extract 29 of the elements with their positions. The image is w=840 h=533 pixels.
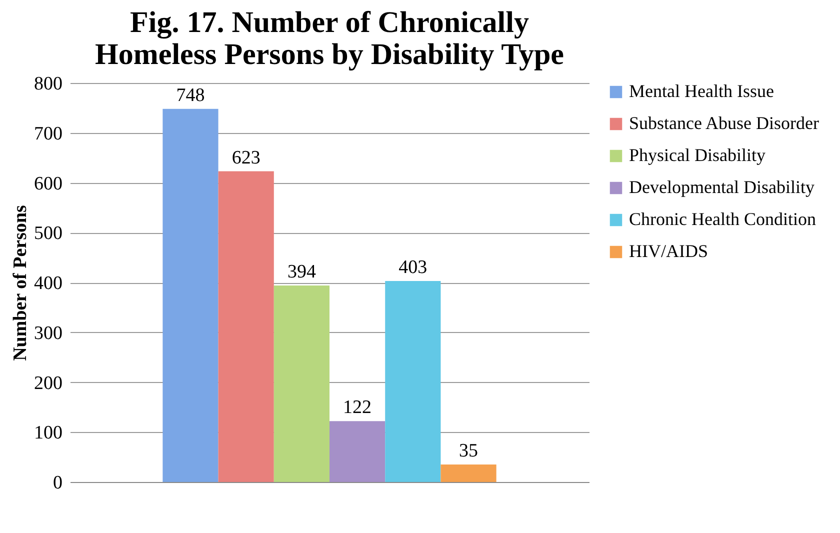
y-tick-label: 200 bbox=[34, 372, 62, 394]
data-label: 394 bbox=[287, 261, 316, 282]
legend-label: Developmental Disability bbox=[629, 177, 814, 197]
data-label: 35 bbox=[459, 440, 478, 462]
y-tick-label: 0 bbox=[53, 472, 62, 494]
bar bbox=[274, 285, 330, 482]
y-tick-label: 800 bbox=[34, 74, 62, 94]
data-label: 748 bbox=[176, 84, 205, 106]
y-tick-label: 500 bbox=[34, 223, 62, 244]
y-tick-label: 400 bbox=[34, 273, 62, 294]
bar bbox=[385, 281, 441, 482]
y-tick-label: 700 bbox=[34, 123, 62, 144]
data-label: 623 bbox=[232, 147, 260, 168]
bar bbox=[330, 421, 386, 482]
legend-label: Mental Health Issue bbox=[629, 81, 774, 101]
data-label: 403 bbox=[398, 257, 428, 278]
legend-label: Physical Disability bbox=[629, 145, 766, 165]
legend-label: Substance Abuse Disorder bbox=[629, 113, 819, 133]
data-label: 122 bbox=[343, 397, 372, 418]
bar bbox=[162, 108, 218, 482]
legend-label: Chronic Health Condition bbox=[629, 209, 816, 229]
bar bbox=[218, 171, 274, 482]
y-tick-label: 600 bbox=[34, 173, 62, 194]
bar bbox=[440, 464, 496, 482]
y-tick-label: 100 bbox=[34, 422, 62, 444]
legend-label: HIV/AIDS bbox=[629, 241, 708, 261]
chart-title: Fig. 17. Number of Chronically Homeless Persons by Disability Type bbox=[95, 6, 564, 71]
y-tick-label: 300 bbox=[34, 322, 62, 344]
y-axis-title: Number of Persons bbox=[10, 205, 31, 361]
